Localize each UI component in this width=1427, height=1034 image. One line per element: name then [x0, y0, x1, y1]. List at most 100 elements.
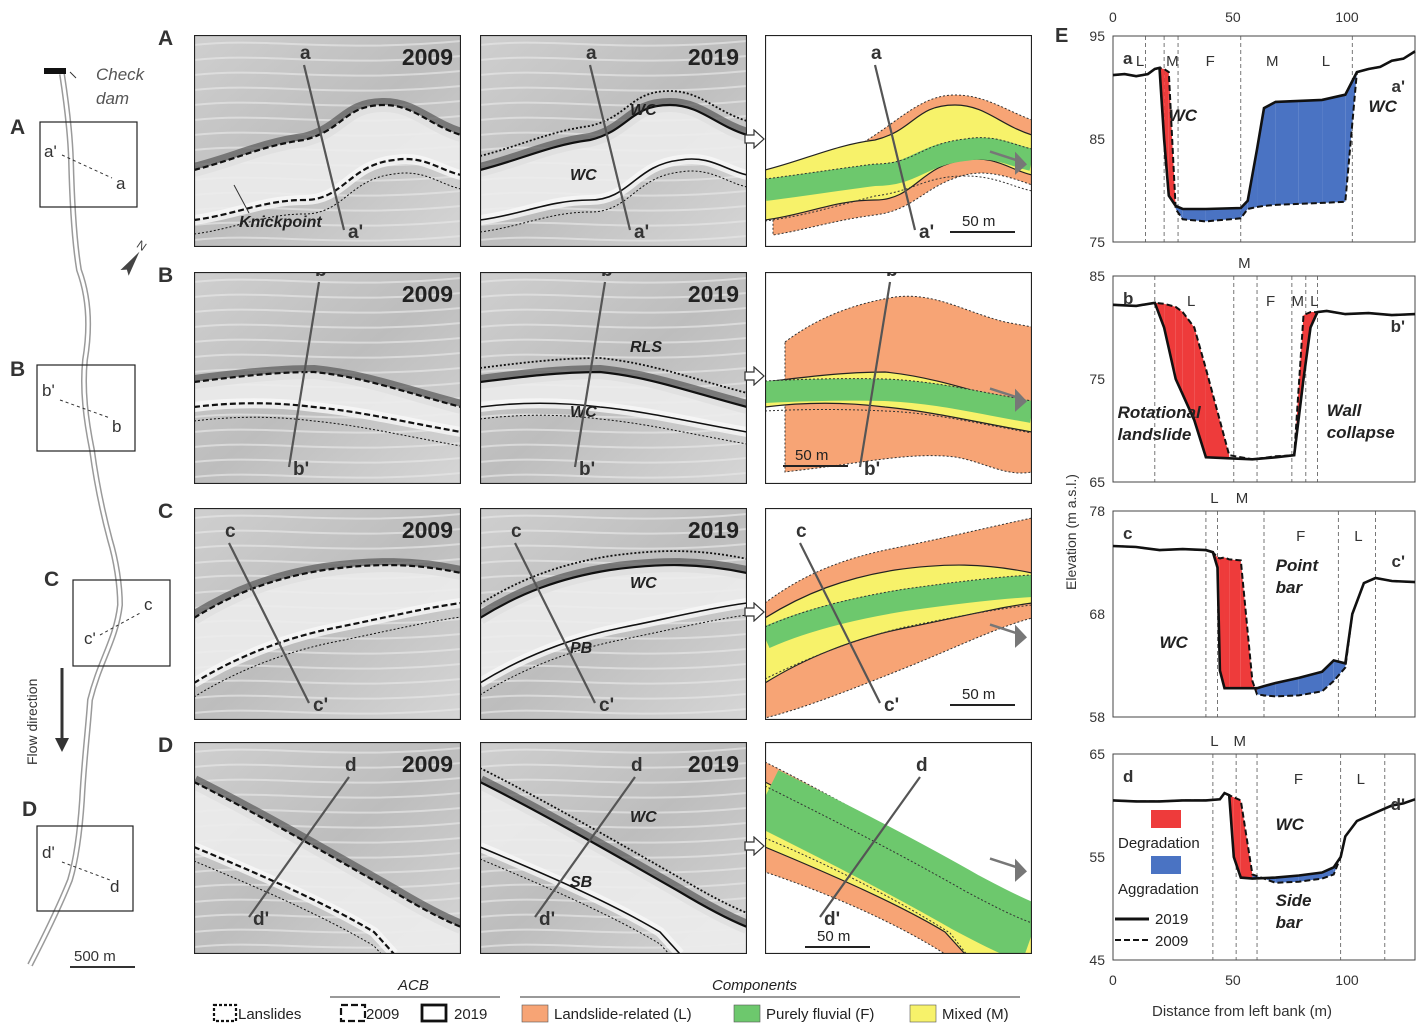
- overview-section-end-a: a: [116, 174, 126, 193]
- row-d-scale-label: 50 m: [817, 928, 850, 945]
- x-tick-top-0: 0: [1109, 9, 1117, 25]
- row-b-fluvial-zone: [765, 378, 1032, 423]
- row-a-section-end: a': [634, 222, 649, 243]
- row-c-label: C: [158, 500, 174, 523]
- profile-a-aggradation-area: [1205, 208, 1241, 222]
- row-d-annot-wc: WC: [630, 809, 657, 826]
- overview-box-label-a: A: [10, 116, 25, 139]
- profile-a-zone-l: L: [1322, 53, 1330, 70]
- row-d-section-end: d': [824, 909, 840, 930]
- legend-acb-2019-label: 2019: [454, 1006, 487, 1023]
- row-d-label: D: [158, 734, 174, 757]
- profile-b-annotation-0: Rotational: [1118, 403, 1202, 422]
- profile-b-degradation-area: [1175, 306, 1183, 395]
- row-c-section-line: [228, 542, 310, 704]
- row-a-transform-arrow-icon: [744, 129, 765, 149]
- profile-a-aggradation-area: [1275, 100, 1299, 205]
- legend-aggradation-label: Aggradation: [1118, 881, 1199, 898]
- row-a-label: A: [158, 27, 174, 50]
- overview-box-b: B b' b: [10, 358, 136, 452]
- profile-c-degradation-area: [1219, 557, 1225, 689]
- row-b-scale-label: 50 m: [795, 447, 828, 464]
- row-b-section-line: [858, 281, 892, 468]
- legend-degradation-label: Degradation: [1118, 835, 1200, 852]
- profile-a-aggradation-area: [1182, 209, 1206, 222]
- overview-box-label-b: B: [10, 358, 25, 381]
- row-a-section-start: a: [300, 43, 311, 64]
- row-d-annot-sb: SB: [570, 874, 592, 891]
- flow-arrow-icon: [55, 738, 69, 752]
- legend: Lanslides ACB 2009 2019 Components Lands…: [212, 977, 1020, 1023]
- row-b-section-line: [287, 281, 321, 468]
- row-b-section-start: b: [601, 272, 613, 281]
- profile-b-zone-m: M: [1292, 293, 1305, 310]
- profile-a-degradation-area: [1159, 67, 1165, 139]
- row-a-annot-wc: WC: [630, 102, 657, 119]
- profile-c-zone-m: M: [1236, 490, 1249, 507]
- profile-c-annotation-1: bar: [1276, 578, 1304, 597]
- check-dam-marker: [44, 68, 66, 74]
- profile-a-aggradation-area: [1264, 101, 1276, 206]
- profile-b-start-label: b: [1123, 289, 1133, 308]
- x-tick-bottom-50: 50: [1225, 972, 1241, 988]
- row-a-components-map: 50 m a a': [765, 35, 1032, 247]
- profile-a-zone-m: M: [1166, 53, 1179, 70]
- profile-d-annotation-0: WC: [1276, 815, 1305, 834]
- profile-a-annotation-0: WC: [1169, 106, 1198, 125]
- row-c-components-map: 50 m c c': [765, 508, 1032, 720]
- x-tick-top-100: 100: [1335, 9, 1359, 25]
- row-a-scale-label: 50 m: [962, 213, 995, 230]
- check-dam-label-2: dam: [96, 89, 129, 108]
- profile-b-degradation-area: [1182, 312, 1195, 421]
- profile-c-line-2019: [1112, 544, 1416, 690]
- row-a-hillshade-2009: 2009 Knickpoint a a': [194, 35, 461, 247]
- overview-box-c: C c c': [44, 568, 171, 667]
- row-c-year-2009: 2009: [402, 517, 453, 543]
- overview-section-end-c: c': [84, 629, 96, 648]
- row-a-knickpoint-label: Knickpoint: [239, 214, 322, 231]
- row-a-section-end: a': [348, 222, 363, 243]
- row-d-section-line: [819, 776, 921, 918]
- legend-acb-title: ACB: [397, 977, 429, 994]
- row-b-section-end: b': [579, 459, 595, 480]
- profile-b-annotation-0: landslide: [1118, 425, 1192, 444]
- overview-section-end-b: b: [112, 417, 121, 436]
- legend-fluvial: Purely fluvial (F): [733, 1004, 874, 1023]
- legend-aggradation-swatch: [1151, 856, 1181, 874]
- profile-a-y-tick-75: 75: [1089, 234, 1105, 250]
- profile-a-zone-m: M: [1266, 53, 1279, 70]
- row-b-section-start: b: [886, 272, 898, 281]
- profile-d-start-label: d: [1123, 767, 1133, 786]
- profile-c-degradation-area: [1229, 559, 1241, 689]
- row-c-annot-wc: WC: [630, 575, 657, 592]
- row-d-section-start: d: [345, 755, 357, 776]
- profile-a-degradation-area: [1164, 68, 1169, 196]
- row-b-hillshade-2019: 2019RLSWCbb': [480, 272, 747, 484]
- row-d-fluvial-zone: [765, 770, 1032, 954]
- row-d-hillshade-2019: 2019 WC SB d d': [480, 742, 747, 954]
- profile-b-degradation-area: [1194, 327, 1206, 458]
- profile-b-y-tick-65: 65: [1089, 474, 1105, 490]
- profile-a-degradation-area: [1168, 72, 1176, 210]
- row-b-hillshade-2009: 2009 b b': [194, 272, 461, 484]
- row-d-section-end: d': [539, 909, 555, 930]
- x-tick-bottom-100: 100: [1335, 972, 1359, 988]
- row-c-section-line: [514, 542, 596, 704]
- flow-direction-label: Flow direction: [24, 679, 40, 765]
- row-a-year-2019: 2019: [688, 44, 739, 70]
- profile-a-y-tick-95: 95: [1089, 28, 1105, 44]
- row-b-annot-rls: RLS: [630, 339, 662, 356]
- row-b-section-line: [573, 281, 607, 468]
- row-c-section-start: c: [796, 521, 807, 542]
- row-a-annot-wc: WC: [570, 167, 597, 184]
- legend-mixed: Mixed (M): [909, 1004, 1009, 1023]
- profile-b-zone-m: M: [1238, 255, 1251, 272]
- overview-section-start-d: d': [42, 843, 55, 862]
- row-c-hillshade-2019: 2019 WC PB c c': [480, 508, 747, 720]
- overview-scale-label: 500 m: [74, 948, 116, 965]
- profile-d-aggradation-area: [1322, 867, 1334, 879]
- profile-c-y-tick-58: 58: [1089, 709, 1105, 725]
- overview-section-start-c: c: [144, 595, 153, 614]
- profile-c-zone-f: F: [1296, 528, 1305, 545]
- profile-d-line-2019: [1112, 791, 1416, 880]
